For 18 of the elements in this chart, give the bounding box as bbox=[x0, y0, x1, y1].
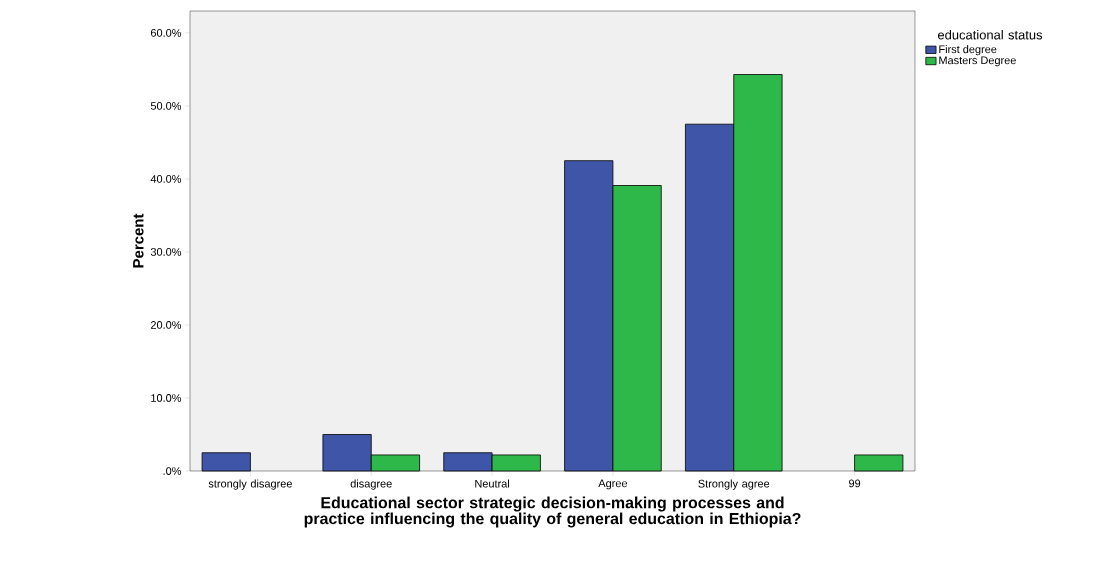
x-tick-label: Strongly agree bbox=[698, 479, 770, 490]
legend-label: First degree bbox=[939, 45, 997, 56]
y-tick-label: 20.0% bbox=[150, 321, 182, 329]
y-tick-label: 50.0% bbox=[150, 102, 182, 110]
x-tick-label: Neutral bbox=[475, 479, 510, 488]
y-tick-label: 40.0% bbox=[150, 175, 182, 183]
x-tick-label: 99 bbox=[849, 479, 861, 488]
legend-title: educational status bbox=[938, 29, 1043, 40]
legend-label: Masters Degree bbox=[939, 56, 1016, 67]
y-tick-label: 60.0% bbox=[150, 29, 182, 37]
x-tick-label: Agree bbox=[598, 479, 628, 490]
x-tick-label: disagree bbox=[350, 479, 392, 490]
x-axis-title: Educational sector strategic decision-making processes and practice influencing the quality of general education in Ethiopia? bbox=[304, 496, 801, 528]
x-tick-label: strongly disagree bbox=[208, 479, 292, 490]
y-tick-label: .0% bbox=[163, 467, 182, 475]
y-tick-label: 30.0% bbox=[150, 248, 182, 256]
y-tick-label: 10.0% bbox=[151, 394, 182, 402]
y-axis-title: Percent bbox=[133, 213, 144, 268]
